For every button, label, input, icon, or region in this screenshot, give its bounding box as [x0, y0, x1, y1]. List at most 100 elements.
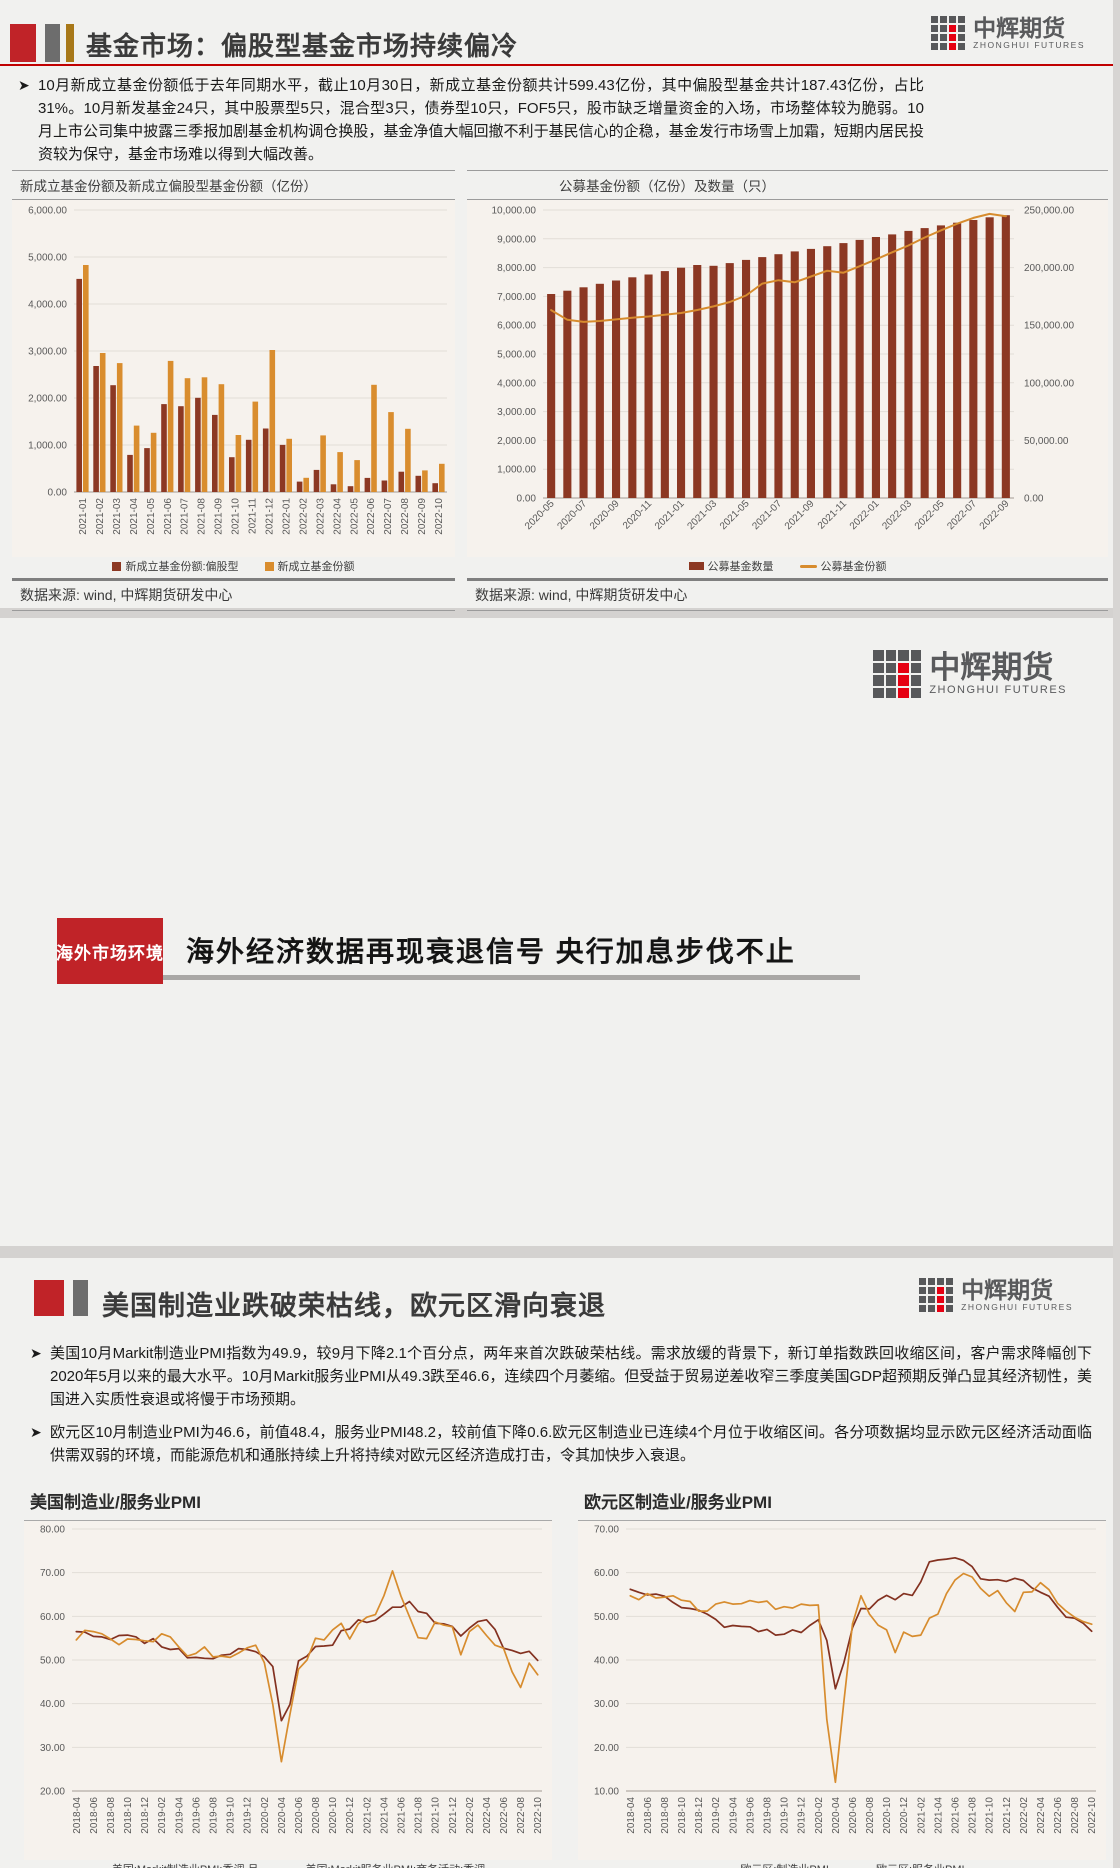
svg-text:2018-08: 2018-08: [660, 1797, 671, 1834]
svg-text:2018-06: 2018-06: [89, 1797, 100, 1834]
header-accent-blocks: [10, 24, 74, 62]
logo-tile: [910, 687, 922, 698]
logo-name-en: ZHONGHUI FUTURES: [973, 40, 1085, 51]
svg-text:2019-12: 2019-12: [243, 1797, 254, 1834]
svg-text:2021-10: 2021-10: [231, 498, 242, 535]
svg-text:100,000.00: 100,000.00: [1024, 378, 1074, 389]
logo-tile: [928, 1287, 936, 1295]
logo-tile: [910, 650, 922, 661]
svg-text:2021-12: 2021-12: [448, 1797, 459, 1834]
svg-text:2019-02: 2019-02: [157, 1797, 168, 1834]
svg-text:2021-02: 2021-02: [95, 498, 106, 535]
bullet-item: ➤ 欧元区10月制造业PMI为46.6，前值48.4，服务业PMI48.2，较前…: [30, 1421, 1092, 1467]
svg-text:2018-04: 2018-04: [72, 1797, 83, 1834]
eurozone-pmi-card: 欧元区制造业/服务业PMI 10.00 20.00 30.00 40.00 50.00 6…: [578, 1486, 1106, 1868]
logo-tile: [928, 1296, 936, 1304]
chart-legend: 公募基金数量 公募基金份额: [467, 557, 1108, 575]
bullet-item: ➤ 美国10月Markit制造业PMI指数为49.9，较9月下降2.1个百分点，…: [30, 1342, 1092, 1411]
bullet-arrow-icon: ➤: [18, 77, 30, 93]
svg-text:2021-05: 2021-05: [146, 498, 157, 535]
svg-text:2021-12: 2021-12: [264, 498, 275, 535]
svg-text:2020-12: 2020-12: [345, 1797, 356, 1834]
svg-text:2021-04: 2021-04: [379, 1797, 390, 1834]
logo-tile: [937, 1287, 945, 1295]
slide-fund-market: 基金市场：偏股型基金市场持续偏冷 中辉期货 ZHONGHUI FUTURES ➤…: [0, 0, 1113, 611]
legend-label: 新成立基金份额:偏股型: [125, 561, 239, 573]
legend-label: 欧元区:制造业PMI: [740, 1861, 829, 1868]
svg-text:2019-06: 2019-06: [745, 1797, 756, 1834]
section-headline: 海外经济数据再现衰退信号 央行加息步伐不止: [186, 936, 796, 967]
svg-text:2022-08: 2022-08: [1070, 1797, 1081, 1834]
logo-tile: [949, 43, 957, 51]
logo-name-cn: 中辉期货: [973, 15, 1066, 41]
svg-text:2020-11: 2020-11: [621, 498, 655, 532]
svg-text:2019-10: 2019-10: [226, 1797, 237, 1834]
svg-text:2022-03: 2022-03: [315, 498, 326, 535]
logo-text: 中辉期货 ZHONGHUI FUTURES: [973, 16, 1085, 50]
svg-text:2022-01: 2022-01: [281, 498, 292, 535]
svg-text:20.00: 20.00: [40, 1787, 65, 1798]
svg-text:60.00: 60.00: [594, 1568, 619, 1579]
svg-text:2021-07: 2021-07: [180, 498, 191, 535]
svg-text:1,000.00: 1,000.00: [497, 465, 536, 476]
svg-text:1,000.00: 1,000.00: [28, 441, 67, 452]
logo-tile: [949, 34, 957, 42]
svg-text:2022-06: 2022-06: [499, 1797, 510, 1834]
svg-text:2021-06: 2021-06: [951, 1797, 962, 1834]
logo-name-cn: 中辉期货: [961, 1277, 1054, 1303]
svg-text:2021-08: 2021-08: [414, 1797, 425, 1834]
svg-text:3,000.00: 3,000.00: [497, 407, 536, 418]
logo-tile: [885, 675, 897, 686]
logo-tile: [898, 675, 909, 686]
svg-text:80.00: 80.00: [40, 1525, 65, 1536]
svg-text:2021-06: 2021-06: [397, 1797, 408, 1834]
logo-tile: [931, 16, 939, 24]
chart-title: 公募基金份额（亿份）及数量（只）: [467, 170, 1108, 200]
svg-text:150,000.00: 150,000.00: [1024, 321, 1074, 332]
gray-block-icon: [73, 1280, 88, 1316]
logo-tile: [873, 650, 884, 661]
svg-text:30.00: 30.00: [594, 1699, 619, 1710]
chart-title: 欧元区制造业/服务业PMI: [578, 1486, 1106, 1521]
svg-text:2021-08: 2021-08: [968, 1797, 979, 1834]
legend-box-swatch: [264, 561, 274, 571]
chart-canvas: 10.00 20.00 30.00 40.00 50.00 60.00 70.00 2018-…: [594, 1525, 1098, 1834]
svg-text:2021-03: 2021-03: [112, 498, 123, 535]
logo-tile: [885, 662, 897, 673]
red-block-icon: [10, 24, 36, 62]
svg-text:5,000.00: 5,000.00: [28, 253, 67, 264]
svg-text:2022-04: 2022-04: [482, 1797, 493, 1834]
svg-text:50.00: 50.00: [40, 1656, 65, 1667]
logo-tile: [949, 16, 957, 24]
svg-text:2021-09: 2021-09: [214, 498, 225, 535]
svg-text:2021-11: 2021-11: [248, 498, 259, 534]
svg-text:2022-05: 2022-05: [913, 498, 947, 532]
svg-text:2021-04: 2021-04: [129, 498, 140, 535]
svg-text:2020-10: 2020-10: [328, 1797, 339, 1834]
bullet-text: 欧元区10月制造业PMI为46.6，前值48.4，服务业PMI48.2，较前值下…: [50, 1424, 1092, 1464]
svg-text:2021-12: 2021-12: [1002, 1797, 1013, 1834]
svg-text:2022-10: 2022-10: [434, 498, 445, 535]
logo-tile: [873, 675, 884, 686]
zhonghui-logo-icon: [919, 1278, 954, 1313]
svg-text:2019-10: 2019-10: [780, 1797, 791, 1834]
header-accent-blocks: [34, 1280, 88, 1316]
logo-tile: [940, 16, 948, 24]
svg-text:2019-02: 2019-02: [711, 1797, 722, 1834]
bullet-arrow-icon: ➤: [30, 1424, 42, 1440]
svg-text:2020-12: 2020-12: [899, 1797, 910, 1834]
fund-issuance-card: 新成立基金份额及新成立偏股型基金份额（亿份） 0.00 1,000.00 2,000…: [12, 170, 455, 611]
svg-text:2019-04: 2019-04: [728, 1797, 739, 1834]
logo-tile: [937, 1296, 945, 1304]
svg-text:40.00: 40.00: [40, 1699, 65, 1710]
svg-text:2021-02: 2021-02: [916, 1797, 927, 1834]
legend-item: 新成立基金份额:偏股型: [112, 558, 239, 574]
svg-text:0.00: 0.00: [48, 488, 68, 499]
chart-legend: 新成立基金份额:偏股型 新成立基金份额: [12, 557, 455, 575]
logo-tile: [919, 1287, 927, 1295]
svg-text:2022-10: 2022-10: [1087, 1797, 1098, 1834]
svg-text:2022-02: 2022-02: [1019, 1797, 1030, 1834]
section-tag: 海外市场环境: [56, 918, 163, 984]
logo-tile: [898, 687, 909, 698]
svg-text:2022-03: 2022-03: [880, 498, 914, 532]
